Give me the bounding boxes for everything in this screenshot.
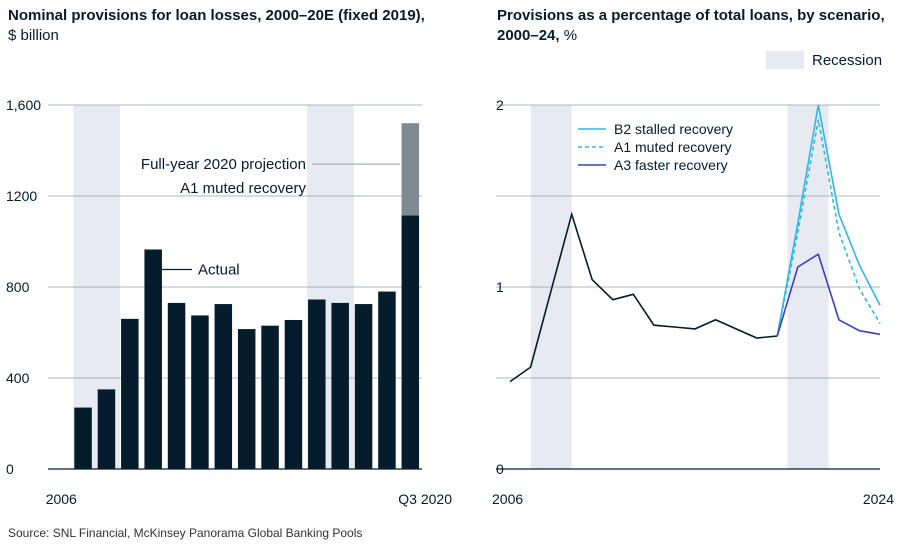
left-bar-6 xyxy=(214,304,233,469)
left-projection-bar xyxy=(401,123,420,216)
series-line-0 xyxy=(776,104,881,337)
series-line-2 xyxy=(776,252,881,337)
recession-legend-swatch xyxy=(766,51,804,69)
left-y-tick-label: 400 xyxy=(6,370,30,386)
source-note: Source: SNL Financial, McKinsey Panorama… xyxy=(8,526,363,540)
left-chart-title: Nominal provisions for loan losses, 2000… xyxy=(8,6,448,46)
left-bar-12 xyxy=(354,304,373,469)
projection-annotation-line2: A1 muted recovery xyxy=(180,180,306,197)
common-history-line xyxy=(509,211,778,383)
left-bar-11 xyxy=(331,302,349,469)
left-chart-unit: $ billion xyxy=(8,27,59,44)
left-bar-13 xyxy=(378,291,396,469)
left-x-tick-label: 2006 xyxy=(46,491,77,507)
legend-label-1: A1 muted recovery xyxy=(614,139,732,155)
legend-label-0: B2 stalled recovery xyxy=(614,121,733,137)
left-bar-8 xyxy=(261,325,279,469)
left-y-tick-label: 800 xyxy=(6,279,30,295)
right-y-tick-label: 2 xyxy=(496,97,504,113)
left-bar-14 xyxy=(401,215,420,469)
left-bar-0 xyxy=(74,407,92,469)
left-x-tick-label: Q3 2020 xyxy=(398,491,452,507)
right-chart-unit: % xyxy=(563,27,578,44)
left-y-tick-label: 1,600 xyxy=(6,97,41,113)
left-bar-7 xyxy=(237,329,256,469)
actual-annotation: Actual xyxy=(198,261,240,278)
recession-legend-label: Recession xyxy=(812,52,882,69)
left-chart-title-text: Nominal provisions for loan losses, 2000… xyxy=(8,7,425,24)
left-bar-9 xyxy=(284,319,303,469)
right-chart-title-text-2: 2000–24, xyxy=(497,27,560,44)
left-bar-4 xyxy=(167,302,186,469)
right-chart-title-text-1: Provisions as a percentage of total loan… xyxy=(497,7,885,24)
right-y-tick-label: 0 xyxy=(496,461,504,477)
left-y-tick-label: 0 xyxy=(6,461,14,477)
left-bar-5 xyxy=(191,315,209,469)
right-x-tick-label: 2024 xyxy=(863,491,894,507)
right-chart-title: Provisions as a percentage of total loan… xyxy=(497,6,897,46)
right-x-tick-label: 2006 xyxy=(492,491,523,507)
left-bar-2 xyxy=(121,318,139,469)
series-line-1 xyxy=(776,119,881,337)
right-y-tick-label: 1 xyxy=(496,279,504,295)
left-y-tick-label: 1200 xyxy=(6,188,37,204)
left-bar-3 xyxy=(144,249,162,469)
left-bar-10 xyxy=(308,299,326,469)
projection-annotation-line1: Full-year 2020 projection xyxy=(141,156,306,173)
legend-label-2: A3 faster recovery xyxy=(614,157,728,173)
left-bar-1 xyxy=(97,389,116,469)
